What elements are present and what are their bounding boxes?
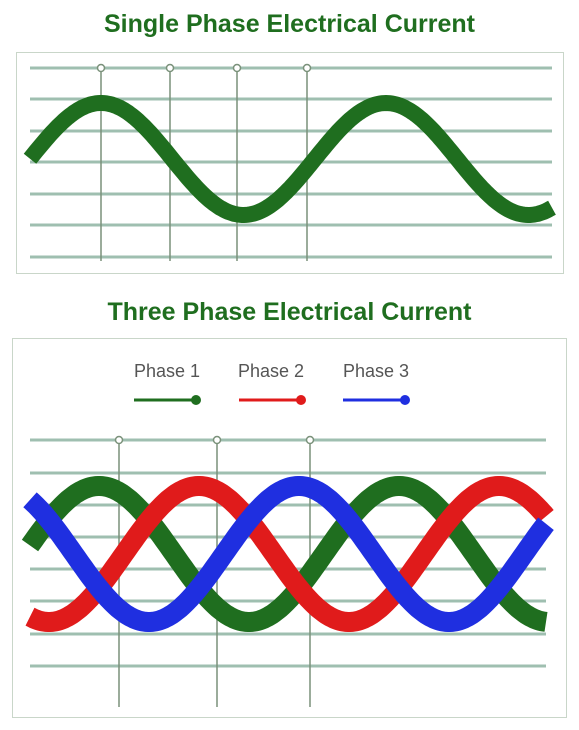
three-phase-panel: Phase 1 Phase 2 Phase 3 xyxy=(12,338,567,718)
legend-label-phase-1: Phase 1 xyxy=(134,361,200,381)
three-phase-title: Three Phase Electrical Current xyxy=(107,298,472,326)
three-phase-diagram: Phase 1 Phase 2 Phase 3 xyxy=(21,361,554,707)
single-phase-wave xyxy=(23,94,556,223)
legend-dot-phase-2 xyxy=(296,395,306,405)
three-phase-waves xyxy=(21,476,554,632)
legend-item-phase-2: Phase 2 xyxy=(238,361,306,405)
legend-label-phase-3: Phase 3 xyxy=(343,361,409,381)
single-phase-waves xyxy=(23,94,556,223)
single-phase-diagram xyxy=(23,63,556,261)
marker-dot xyxy=(305,435,315,445)
phase-3-wave xyxy=(23,476,554,632)
marker-dot xyxy=(232,63,242,73)
single-phase-panel xyxy=(16,52,564,274)
marker-dot xyxy=(114,435,124,445)
legend-dot-phase-3 xyxy=(400,395,410,405)
phase-2-wave xyxy=(25,476,554,632)
legend-item-phase-1: Phase 1 xyxy=(134,361,201,405)
marker-dot xyxy=(302,63,312,73)
single-phase-title: Single Phase Electrical Current xyxy=(104,10,475,38)
phase-1-wave xyxy=(21,476,548,632)
marker-dot xyxy=(165,63,175,73)
legend-dot-phase-1 xyxy=(191,395,201,405)
legend-label-phase-2: Phase 2 xyxy=(238,361,304,381)
legend-item-phase-3: Phase 3 xyxy=(343,361,410,405)
marker-dot xyxy=(96,63,106,73)
legend: Phase 1 Phase 2 Phase 3 xyxy=(134,361,410,405)
marker-dot xyxy=(212,435,222,445)
